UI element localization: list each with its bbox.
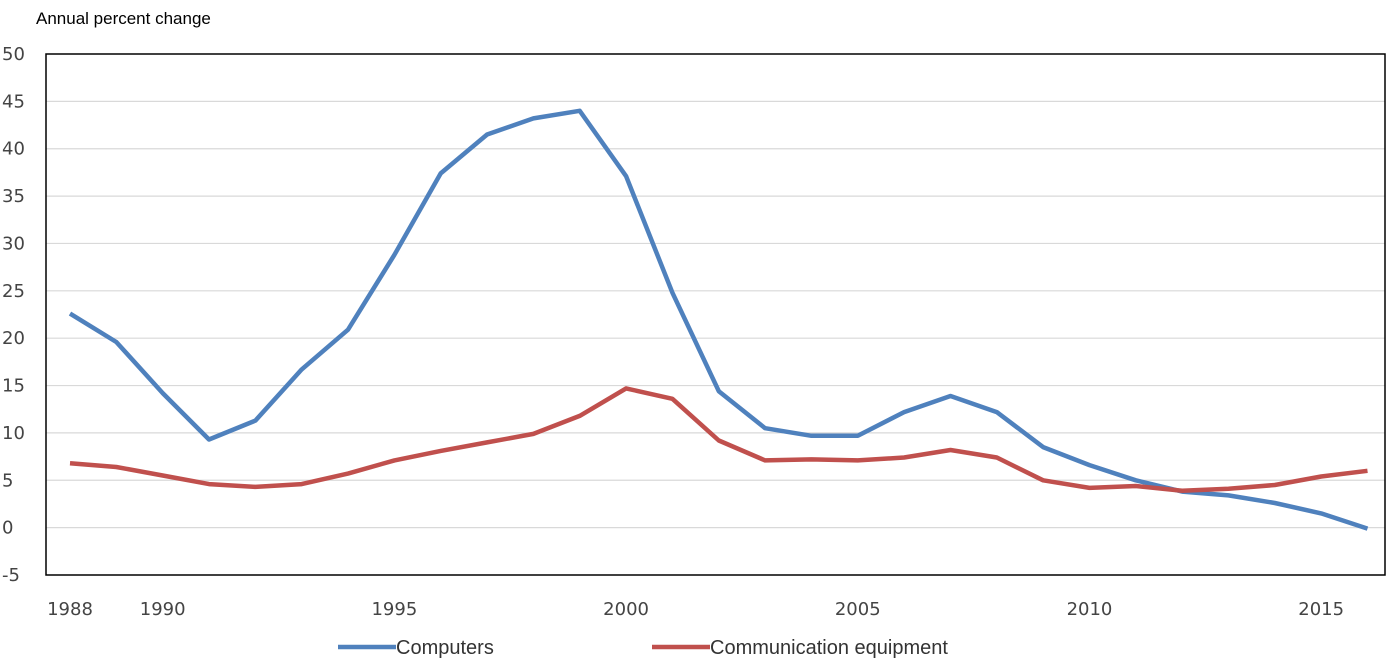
y-tick-label: 30 — [2, 233, 25, 254]
x-tick-label: 2010 — [1067, 599, 1113, 620]
y-tick-label: -5 — [2, 565, 20, 586]
x-tick-label: 2005 — [835, 599, 881, 620]
legend: Computers Communication equipment — [338, 637, 948, 659]
series-line-0 — [68, 108, 1369, 531]
x-tick-label: 1990 — [140, 599, 186, 620]
x-tick-label: 1988 — [47, 599, 93, 620]
plot-area-border — [45, 53, 1386, 576]
x-tick-label: 1995 — [371, 599, 417, 620]
y-tick-label: 35 — [2, 186, 25, 207]
gridlines — [46, 100, 1385, 529]
y-tick-label: 20 — [2, 328, 25, 349]
y-tick-label: 45 — [2, 91, 25, 112]
series-line-1 — [69, 386, 1368, 493]
y-axis-ticks: -5 0 5 10 15 20 25 30 35 40 45 50 — [2, 44, 25, 586]
y-tick-label: 5 — [2, 470, 13, 491]
x-tick-label: 2000 — [603, 599, 649, 620]
x-axis-ticks: 1988 1990 1995 2000 2005 2010 2015 — [47, 599, 1344, 620]
y-tick-label: 15 — [2, 376, 25, 397]
x-tick-label: 2015 — [1298, 599, 1344, 620]
series-lines — [68, 108, 1369, 531]
y-tick-label: 50 — [2, 44, 25, 65]
legend-label: Computers — [396, 637, 494, 659]
y-tick-label: 25 — [2, 281, 25, 302]
y-tick-label: 40 — [2, 139, 25, 160]
y-tick-label: 10 — [2, 423, 25, 444]
y-tick-label: 0 — [2, 518, 13, 539]
legend-label: Communication equipment — [710, 637, 948, 659]
y-axis-title: Annual percent change — [36, 9, 211, 28]
